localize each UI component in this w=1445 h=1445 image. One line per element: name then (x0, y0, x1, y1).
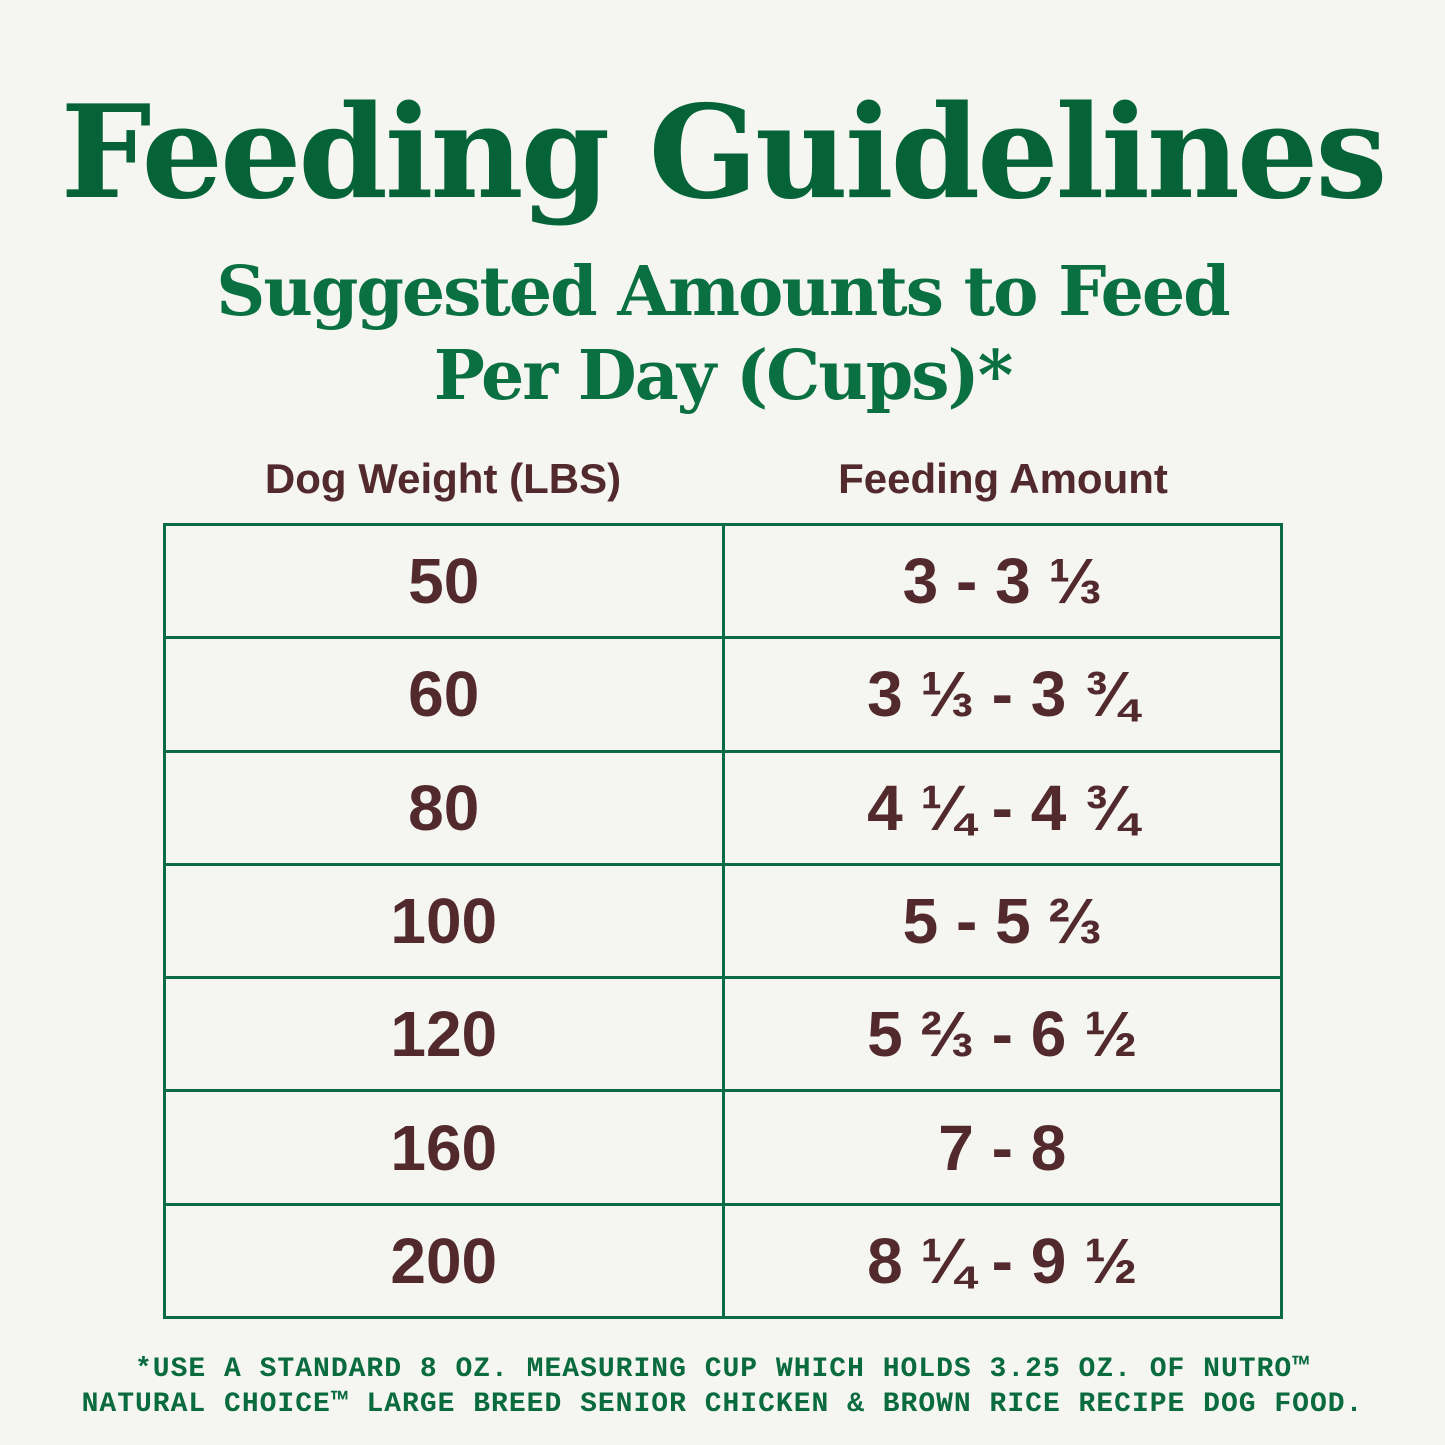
weight-cell: 120 (163, 976, 725, 1093)
amount-cell: 3 ⅓ - 3 ¾ (721, 636, 1283, 753)
weight-cell: 160 (163, 1089, 725, 1206)
weight-cell: 80 (163, 749, 725, 866)
table-row: 80 4 ¼ - 4 ¾ (163, 749, 1283, 866)
feeding-table: 50 3 - 3 ⅓ 60 3 ⅓ - 3 ¾ 80 4 ¼ - 4 ¾ 100 5 - 5 … (163, 522, 1283, 1320)
table-row: 120 5 ⅔ - 6 ½ (163, 976, 1283, 1093)
subtitle-line-2: Per Day (Cups)* (433, 336, 1014, 416)
amount-cell: 4 ¼ - 4 ¾ (721, 749, 1283, 866)
table-row: 50 3 - 3 ⅓ (163, 522, 1283, 640)
weight-cell: 200 (163, 1202, 725, 1320)
subtitle: Suggested Amounts to Feed Per Day (Cups)… (0, 250, 1445, 418)
amount-cell: 5 - 5 ⅔ (721, 862, 1283, 980)
footnote-line-1: *USE A STANDARD 8 OZ. MEASURING CUP WHIC… (135, 1354, 1310, 1385)
amount-cell: 7 - 8 (721, 1089, 1283, 1206)
weight-cell: 60 (163, 636, 725, 753)
table-row: 160 7 - 8 (163, 1089, 1283, 1206)
amount-cell: 5 ⅔ - 6 ½ (721, 976, 1283, 1093)
table-row: 60 3 ⅓ - 3 ¾ (163, 636, 1283, 753)
weight-cell: 50 (163, 522, 725, 640)
subtitle-line-1: Suggested Amounts to Feed (216, 252, 1230, 332)
page-title: Feeding Guidelines (60, 78, 1388, 228)
column-header-amount: Feeding Amount (838, 455, 1168, 502)
weight-cell: 100 (163, 862, 725, 980)
column-header-weight: Dog Weight (LBS) (264, 455, 622, 502)
table-row: 100 5 - 5 ⅔ (163, 862, 1283, 980)
amount-cell: 3 - 3 ⅓ (721, 522, 1283, 640)
footnote: *USE A STANDARD 8 OZ. MEASURING CUP WHIC… (0, 1352, 1445, 1422)
table-row: 200 8 ¼ - 9 ½ (163, 1202, 1283, 1320)
amount-cell: 8 ¼ - 9 ½ (721, 1202, 1283, 1320)
footnote-line-2: NATURAL CHOICE™ LARGE BREED SENIOR CHICK… (81, 1389, 1364, 1420)
